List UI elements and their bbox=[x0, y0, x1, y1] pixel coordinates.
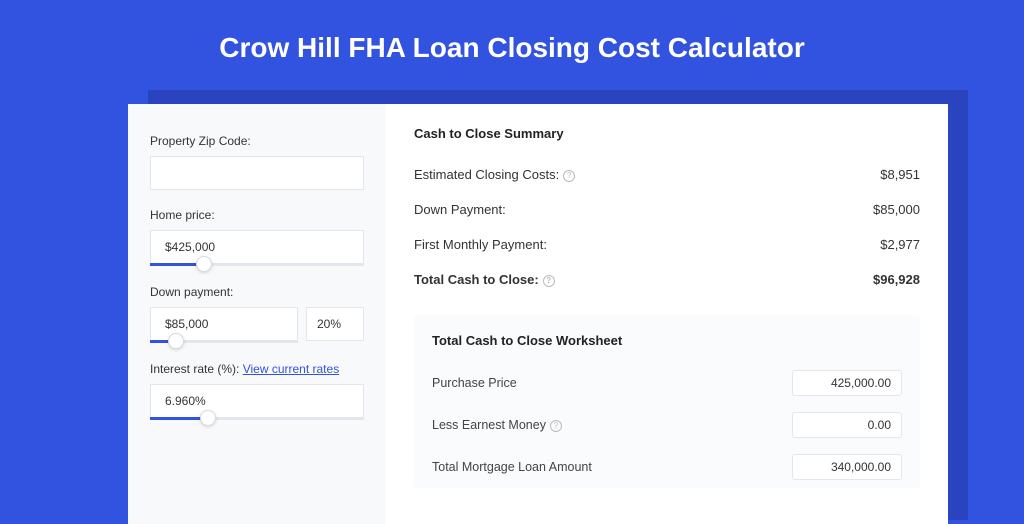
worksheet-row-label: Less Earnest Money? bbox=[432, 418, 562, 432]
slider-thumb[interactable] bbox=[196, 256, 212, 272]
interest-rate-slider[interactable] bbox=[150, 417, 364, 421]
zip-field-group: Property Zip Code: bbox=[150, 134, 364, 190]
summary-row-label: Estimated Closing Costs:? bbox=[414, 167, 575, 182]
calculator-panel: Property Zip Code: Home price: Down paym… bbox=[128, 104, 948, 524]
interest-rate-label: Interest rate (%): View current rates bbox=[150, 362, 364, 376]
summary-row-label: Down Payment: bbox=[414, 202, 506, 217]
results-column: Cash to Close Summary Estimated Closing … bbox=[386, 104, 948, 524]
home-price-field-group: Home price: bbox=[150, 208, 364, 267]
zip-input[interactable] bbox=[150, 156, 364, 190]
summary-row-label: First Monthly Payment: bbox=[414, 237, 547, 252]
help-icon[interactable]: ? bbox=[543, 275, 555, 287]
help-icon[interactable]: ? bbox=[563, 170, 575, 182]
view-rates-link[interactable]: View current rates bbox=[243, 362, 340, 376]
summary-row-value: $2,977 bbox=[880, 237, 920, 252]
summary-row-label: Total Cash to Close:? bbox=[414, 272, 555, 287]
help-icon[interactable]: ? bbox=[550, 420, 562, 432]
summary-row-value: $8,951 bbox=[880, 167, 920, 182]
worksheet-row-label: Purchase Price bbox=[432, 376, 517, 390]
worksheet-row: Total Mortgage Loan Amount 340,000.00 bbox=[432, 446, 902, 488]
summary-rows: Estimated Closing Costs:? $8,951 Down Paym… bbox=[414, 157, 920, 297]
worksheet-rows: Purchase Price 425,000.00 Less Earnest Mon… bbox=[432, 362, 902, 488]
down-payment-field-group: Down payment: bbox=[150, 285, 364, 344]
interest-label-text: Interest rate (%): bbox=[150, 362, 243, 376]
summary-row: First Monthly Payment: $2,977 bbox=[414, 227, 920, 262]
inputs-column: Property Zip Code: Home price: Down paym… bbox=[128, 104, 386, 524]
worksheet-row: Less Earnest Money? 0.00 bbox=[432, 404, 902, 446]
worksheet-row-value[interactable]: 0.00 bbox=[792, 412, 902, 438]
worksheet-row-label: Total Mortgage Loan Amount bbox=[432, 460, 592, 474]
slider-thumb[interactable] bbox=[200, 410, 216, 426]
interest-rate-field-group: Interest rate (%): View current rates bbox=[150, 362, 364, 421]
down-payment-label: Down payment: bbox=[150, 285, 364, 299]
home-price-input[interactable] bbox=[150, 230, 364, 264]
worksheet-heading: Total Cash to Close Worksheet bbox=[432, 333, 902, 348]
interest-rate-input[interactable] bbox=[150, 384, 364, 418]
home-price-label: Home price: bbox=[150, 208, 364, 222]
down-payment-pct-input[interactable] bbox=[306, 307, 364, 341]
summary-row: Estimated Closing Costs:? $8,951 bbox=[414, 157, 920, 192]
summary-row: Down Payment: $85,000 bbox=[414, 192, 920, 227]
slider-thumb[interactable] bbox=[168, 333, 184, 349]
worksheet-panel: Total Cash to Close Worksheet Purchase P… bbox=[414, 315, 920, 488]
worksheet-row-value[interactable]: 340,000.00 bbox=[792, 454, 902, 480]
zip-label: Property Zip Code: bbox=[150, 134, 364, 148]
worksheet-row: Purchase Price 425,000.00 bbox=[432, 362, 902, 404]
page-title: Crow Hill FHA Loan Closing Cost Calculat… bbox=[0, 0, 1024, 86]
down-payment-slider[interactable] bbox=[150, 340, 298, 344]
summary-row-value: $96,928 bbox=[873, 272, 920, 287]
summary-row-value: $85,000 bbox=[873, 202, 920, 217]
summary-row: Total Cash to Close:? $96,928 bbox=[414, 262, 920, 297]
home-price-slider[interactable] bbox=[150, 263, 364, 267]
summary-heading: Cash to Close Summary bbox=[414, 126, 920, 141]
worksheet-row-value[interactable]: 425,000.00 bbox=[792, 370, 902, 396]
